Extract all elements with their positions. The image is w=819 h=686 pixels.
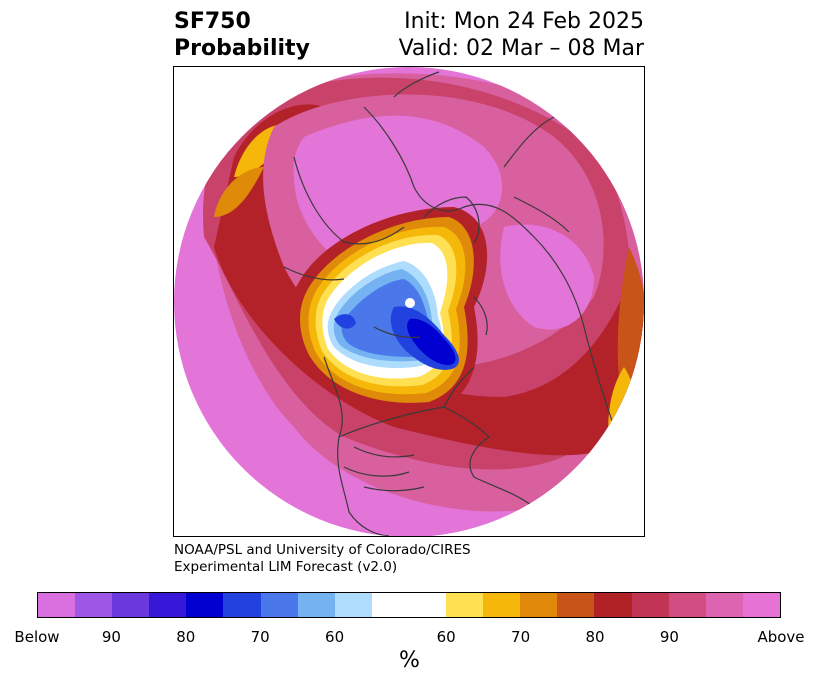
colorbar-segment: [186, 593, 224, 617]
colorbar-tick-label: Above: [757, 628, 805, 646]
colorbar-segment: [705, 593, 743, 617]
colorbar-segment: [149, 593, 187, 617]
anomaly-deep-blue: [407, 318, 456, 365]
colorbar-tick-label: 60: [325, 628, 345, 646]
map-svg: [174, 67, 644, 536]
colorbar-tick-label: 90: [101, 628, 121, 646]
colorbar-segment: [371, 593, 447, 617]
colorbar-segment: [631, 593, 669, 617]
colorbar-segment: [75, 593, 113, 617]
colorbar-segment: [594, 593, 632, 617]
colorbar-segment: [520, 593, 558, 617]
pole-dot: [405, 298, 415, 308]
forecast-dates: Init: Mon 24 Feb 2025 Valid: 02 Mar – 08…: [399, 8, 644, 62]
colorbar-segment: [334, 593, 372, 617]
credit-text: NOAA/PSL and University of Colorado/CIRE…: [174, 542, 471, 576]
colorbar-tick-label: 70: [250, 628, 270, 646]
colorbar-tick-label: 60: [436, 628, 456, 646]
colorbar-tick-label: 80: [585, 628, 605, 646]
credit-line-2: Experimental LIM Forecast (v2.0): [174, 559, 398, 575]
credit-line-1: NOAA/PSL and University of Colorado/CIRE…: [174, 542, 471, 558]
colorbar-tick-label: 80: [176, 628, 196, 646]
colorbar-segment: [260, 593, 298, 617]
title-variable: SF750: [174, 9, 251, 34]
colorbar-segment: [483, 593, 521, 617]
colorbar-segment: [38, 593, 76, 617]
colorbar-segment: [557, 593, 595, 617]
colorbar-tick-label: 70: [511, 628, 531, 646]
map-title: SF750 Probability: [174, 8, 310, 62]
polar-map: [173, 66, 645, 537]
colorbar-unit: %: [399, 648, 420, 673]
init-date: Init: Mon 24 Feb 2025: [404, 9, 644, 34]
field-magenta-inner: [293, 115, 503, 267]
field-orange-nw: [214, 167, 264, 217]
title-type: Probability: [174, 36, 310, 61]
colorbar-segment: [668, 593, 706, 617]
colorbar-tick-label: 90: [659, 628, 679, 646]
colorbar-tick-labels: Below 90 80 70 60 60 70 80 90 Above: [0, 628, 819, 646]
field-magenta-east: [500, 224, 594, 330]
colorbar-segment: [112, 593, 150, 617]
colorbar-segment: [742, 593, 780, 617]
colorbar-segment: [446, 593, 484, 617]
colorbar-tick-label: Below: [14, 628, 60, 646]
colorbar: [37, 592, 781, 618]
colorbar-segment: [223, 593, 261, 617]
valid-range: Valid: 02 Mar – 08 Mar: [398, 36, 644, 61]
colorbar-segment: [297, 593, 335, 617]
anomaly-mid-blue-west: [334, 314, 356, 329]
coastlines: [283, 71, 615, 536]
